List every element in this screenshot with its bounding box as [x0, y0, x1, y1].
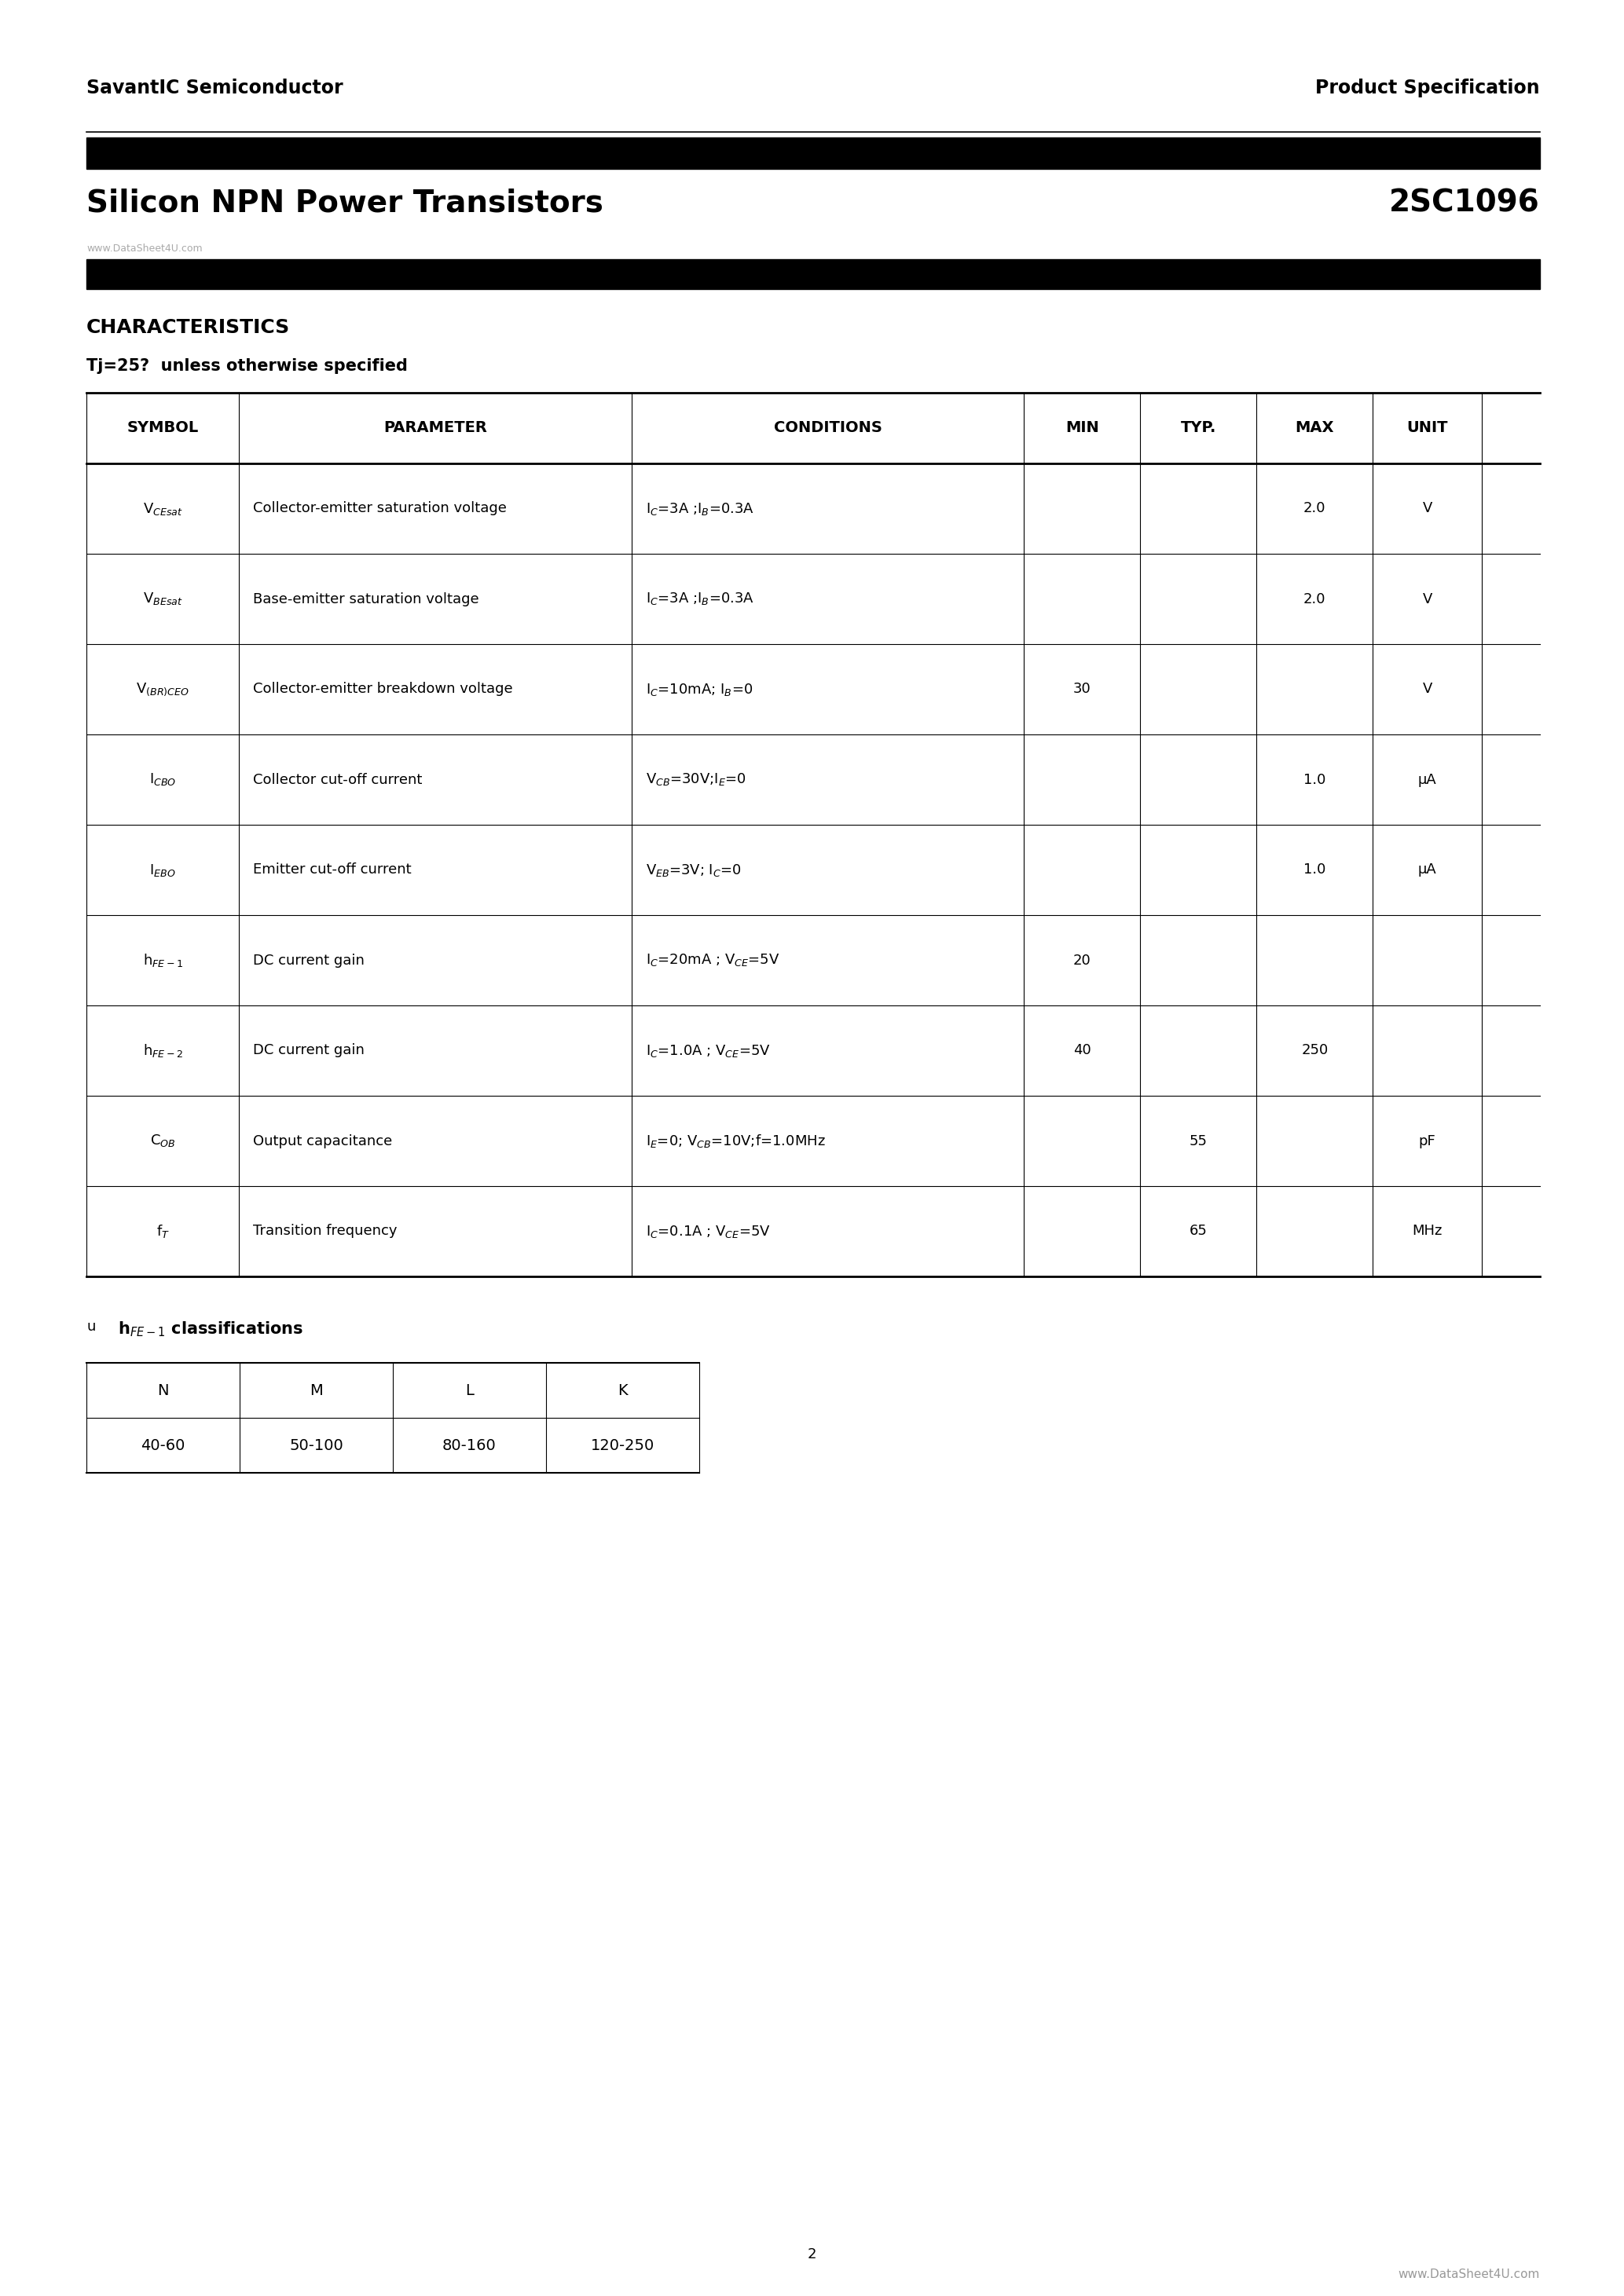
- Text: K: K: [617, 1382, 627, 1398]
- Text: MAX: MAX: [1296, 420, 1333, 436]
- Text: 2.0: 2.0: [1304, 592, 1325, 606]
- Text: L: L: [464, 1382, 474, 1398]
- Text: V$_{(BR)CEO}$: V$_{(BR)CEO}$: [136, 682, 190, 698]
- Text: Collector cut-off current: Collector cut-off current: [253, 771, 422, 788]
- Text: μA: μA: [1418, 863, 1437, 877]
- Text: I$_C$=0.1A ; V$_{CE}$=5V: I$_C$=0.1A ; V$_{CE}$=5V: [646, 1224, 770, 1240]
- Text: 50-100: 50-100: [289, 1437, 343, 1453]
- Text: 55: 55: [1189, 1134, 1207, 1148]
- Text: Product Specification: Product Specification: [1315, 78, 1540, 96]
- Text: 40-60: 40-60: [141, 1437, 185, 1453]
- Text: I$_{CBO}$: I$_{CBO}$: [149, 771, 177, 788]
- Text: Base-emitter saturation voltage: Base-emitter saturation voltage: [253, 592, 479, 606]
- Text: www.DataSheet4U.com: www.DataSheet4U.com: [1398, 2268, 1540, 2280]
- Text: 80-160: 80-160: [442, 1437, 497, 1453]
- Text: UNIT: UNIT: [1406, 420, 1449, 436]
- Text: 2SC1096: 2SC1096: [1389, 188, 1540, 218]
- Text: www.DataSheet4U.com: www.DataSheet4U.com: [86, 243, 203, 255]
- Text: M: M: [310, 1382, 323, 1398]
- Text: 65: 65: [1189, 1224, 1207, 1238]
- Text: DC current gain: DC current gain: [253, 953, 365, 967]
- Bar: [86, 259, 1540, 289]
- Text: N: N: [158, 1382, 169, 1398]
- Text: Emitter cut-off current: Emitter cut-off current: [253, 863, 411, 877]
- Text: 30: 30: [1073, 682, 1091, 696]
- Text: 250: 250: [1301, 1042, 1328, 1058]
- Text: 120-250: 120-250: [591, 1437, 654, 1453]
- Text: Tj=25?  unless otherwise specified: Tj=25? unless otherwise specified: [86, 358, 408, 374]
- Text: 1.0: 1.0: [1304, 771, 1325, 788]
- Bar: [86, 138, 1540, 170]
- Text: V$_{CB}$=30V;I$_E$=0: V$_{CB}$=30V;I$_E$=0: [646, 771, 745, 788]
- Text: I$_C$=10mA; I$_B$=0: I$_C$=10mA; I$_B$=0: [646, 682, 752, 698]
- Text: PARAMETER: PARAMETER: [383, 420, 487, 436]
- Text: Transition frequency: Transition frequency: [253, 1224, 398, 1238]
- Text: h$_{FE-1}$ classifications: h$_{FE-1}$ classifications: [119, 1320, 304, 1339]
- Text: V: V: [1423, 682, 1432, 696]
- Text: TYP.: TYP.: [1181, 420, 1216, 436]
- Text: I$_E$=0; V$_{CB}$=10V;f=1.0MHz: I$_E$=0; V$_{CB}$=10V;f=1.0MHz: [646, 1132, 825, 1150]
- Text: Output capacitance: Output capacitance: [253, 1134, 393, 1148]
- Text: μA: μA: [1418, 771, 1437, 788]
- Text: h$_{FE-1}$: h$_{FE-1}$: [143, 953, 184, 969]
- Text: 20: 20: [1073, 953, 1091, 967]
- Text: Silicon NPN Power Transistors: Silicon NPN Power Transistors: [86, 188, 603, 218]
- Text: MHz: MHz: [1413, 1224, 1442, 1238]
- Text: CONDITIONS: CONDITIONS: [773, 420, 882, 436]
- Text: h$_{FE-2}$: h$_{FE-2}$: [143, 1042, 184, 1058]
- Text: I$_{EBO}$: I$_{EBO}$: [149, 861, 175, 877]
- Text: Collector-emitter breakdown voltage: Collector-emitter breakdown voltage: [253, 682, 513, 696]
- Text: f$_T$: f$_T$: [156, 1224, 169, 1240]
- Text: CHARACTERISTICS: CHARACTERISTICS: [86, 319, 291, 338]
- Text: Collector-emitter saturation voltage: Collector-emitter saturation voltage: [253, 501, 507, 517]
- Text: MIN: MIN: [1065, 420, 1099, 436]
- Text: I$_C$=3A ;I$_B$=0.3A: I$_C$=3A ;I$_B$=0.3A: [646, 590, 754, 606]
- Text: I$_C$=3A ;I$_B$=0.3A: I$_C$=3A ;I$_B$=0.3A: [646, 501, 754, 517]
- Text: SYMBOL: SYMBOL: [127, 420, 198, 436]
- Text: 2: 2: [807, 2248, 817, 2262]
- Text: I$_C$=1.0A ; V$_{CE}$=5V: I$_C$=1.0A ; V$_{CE}$=5V: [646, 1042, 770, 1058]
- Text: SavantIC Semiconductor: SavantIC Semiconductor: [86, 78, 343, 96]
- Text: V: V: [1423, 501, 1432, 517]
- Text: V$_{EB}$=3V; I$_C$=0: V$_{EB}$=3V; I$_C$=0: [646, 861, 741, 877]
- Text: 2.0: 2.0: [1304, 501, 1325, 517]
- Text: 1.0: 1.0: [1304, 863, 1325, 877]
- Text: V: V: [1423, 592, 1432, 606]
- Text: C$_{OB}$: C$_{OB}$: [149, 1132, 175, 1148]
- Text: u: u: [86, 1320, 96, 1334]
- Text: pF: pF: [1419, 1134, 1436, 1148]
- Text: DC current gain: DC current gain: [253, 1042, 365, 1058]
- Text: V$_{BEsat}$: V$_{BEsat}$: [143, 590, 182, 606]
- Text: 40: 40: [1073, 1042, 1091, 1058]
- Text: V$_{CEsat}$: V$_{CEsat}$: [143, 501, 184, 517]
- Text: I$_C$=20mA ; V$_{CE}$=5V: I$_C$=20mA ; V$_{CE}$=5V: [646, 953, 780, 969]
